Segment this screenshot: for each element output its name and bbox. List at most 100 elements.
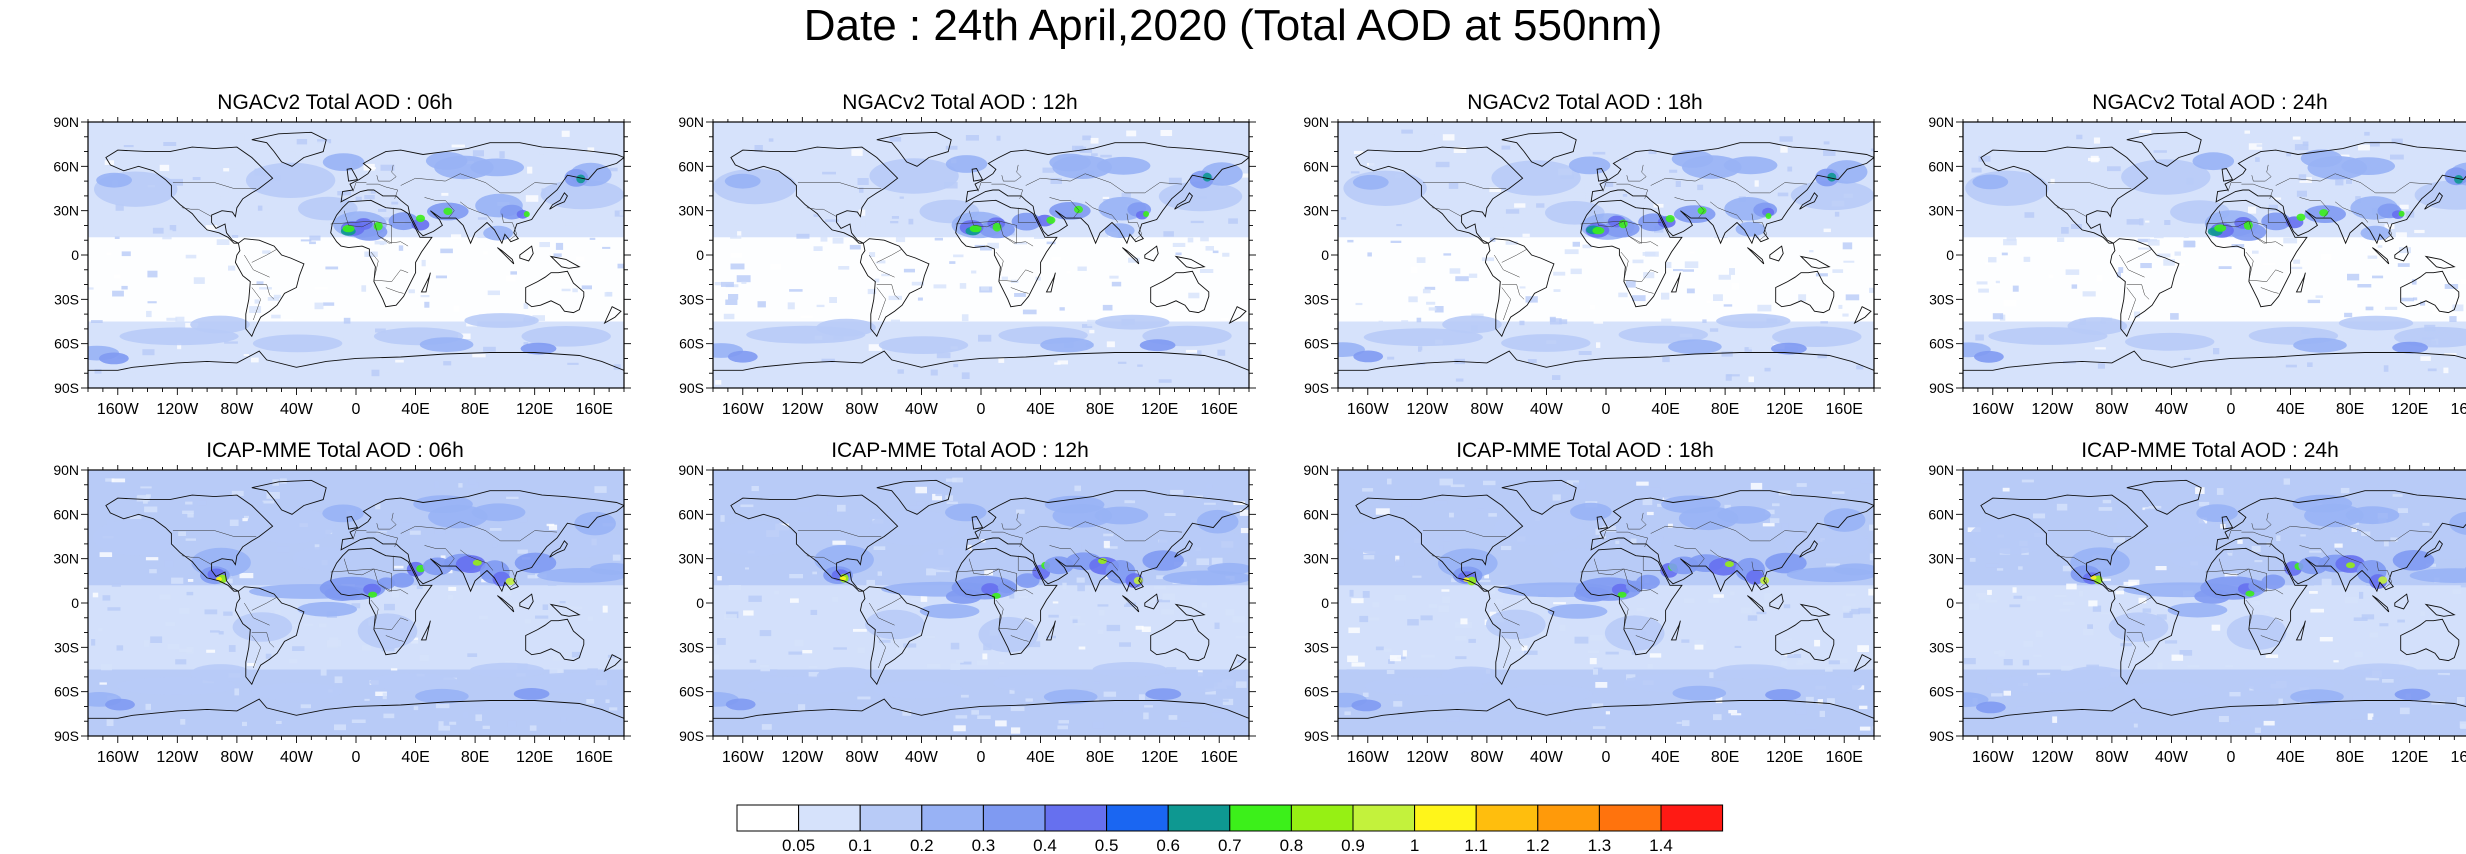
aod-plume [540, 179, 624, 210]
aod-plume [1592, 226, 1605, 235]
aod-plume [513, 688, 550, 700]
aod-plume [116, 677, 236, 695]
aod-plume [2392, 341, 2428, 354]
aod-plume [2169, 545, 2229, 570]
country-border [352, 182, 367, 192]
coastline-antarctica [1963, 350, 2466, 380]
country-border [1650, 173, 1808, 194]
country-border [2126, 635, 2136, 669]
aod-plume [1438, 548, 1498, 579]
coastline [340, 490, 624, 593]
country-border [376, 164, 397, 182]
coastline [2295, 620, 2306, 641]
lat-tick-label: 30S [1929, 291, 1954, 307]
coastline [251, 131, 327, 167]
coastline [1174, 540, 1193, 558]
aod-plume [322, 504, 364, 523]
aod-plume [1044, 495, 1105, 514]
coastline [859, 238, 930, 338]
colorbar-swatch [1660, 804, 1724, 832]
lon-tick-label: 40E [1026, 401, 1054, 418]
country-border [1049, 197, 1080, 219]
country-border [1616, 183, 1649, 199]
lat-tick-label: 90S [679, 380, 704, 396]
country-border [2047, 530, 2132, 537]
country-border [1620, 251, 1659, 282]
lon-tick-label: 40W [2155, 749, 2189, 766]
country-border [1085, 549, 1119, 571]
country-border [251, 635, 261, 669]
aod-plume [1145, 688, 1182, 700]
country-border [370, 251, 409, 282]
country-border [2218, 558, 2250, 576]
coastline [2424, 192, 2443, 210]
aod-plume [1604, 615, 1665, 651]
aod-plume [2214, 224, 2227, 232]
aod-plume [1139, 339, 1176, 352]
country-border [1580, 568, 1642, 592]
aod-plume [521, 326, 611, 347]
lat-tick-label: 90S [1929, 380, 1954, 396]
coastline [2109, 238, 2180, 338]
lon-tick-label: 120E [1766, 401, 1803, 418]
coastline [234, 586, 305, 686]
coastline [2400, 270, 2460, 314]
country-border [968, 210, 1000, 228]
country-border [977, 530, 992, 540]
country-border [2376, 561, 2393, 589]
lat-tick-label: 60S [1929, 336, 1954, 352]
aod-map: 90N 60N 30N 0 30S 60S 90S 160W 120W 80W 40W 0 40E 80E… [1928, 114, 2466, 418]
aod-plume [1771, 342, 1807, 355]
aod-plume [2392, 550, 2435, 571]
country-border [366, 531, 399, 547]
aod-plume [469, 662, 545, 678]
lon-tick-label: 0 [352, 749, 361, 766]
colorbar-label: 0.05 [782, 836, 815, 854]
aod-plume [919, 603, 980, 619]
coastline [1799, 192, 1818, 210]
country-border [1501, 635, 1511, 669]
country-border [2205, 220, 2267, 244]
lat-tick-label: 0 [71, 247, 79, 263]
coastline [955, 199, 1058, 308]
coastline [2372, 595, 2390, 613]
coastline [1580, 199, 1683, 308]
panel-title: ICAP-MME Total AOD : 18h [1456, 439, 1714, 462]
lat-tick-label: 30N [53, 551, 79, 567]
lat-tick-label: 90S [679, 728, 704, 744]
aod-map: 90N 60N 30N 0 30S 60S 90S 160W 120W 80W 40W 0 40E 80E… [53, 114, 631, 418]
aod-plume [2123, 681, 2213, 700]
country-border [2251, 164, 2272, 182]
colorbar-label: 1.2 [1526, 836, 1550, 854]
lon-tick-label: 40W [280, 401, 314, 418]
aod-plume [99, 352, 129, 365]
coastline [1144, 245, 1159, 262]
coastline [1775, 270, 1835, 314]
aod-plume [2454, 175, 2464, 184]
lon-tick-label: 80W [845, 749, 879, 766]
lat-tick-label: 0 [696, 595, 704, 611]
lat-tick-label: 30N [1928, 203, 1954, 219]
aod-plume [1570, 502, 1612, 521]
aod-plume [1716, 313, 1791, 329]
map-panel-ngacv2-24h: NGACv2 Total AOD : 24h 90N 60N 30N 0 30S 60S 9… [1915, 90, 2466, 435]
lon-tick-label: 40E [401, 749, 429, 766]
country-border [251, 287, 261, 321]
lon-tick-label: 0 [977, 401, 986, 418]
lat-tick-label: 90N [1303, 114, 1329, 130]
aod-plume [1547, 604, 1608, 619]
aod-plume [1353, 350, 1384, 363]
coastline-antarctica [1338, 350, 1874, 380]
lat-tick-label: 60S [679, 684, 704, 700]
aod-plume [2338, 315, 2414, 331]
colorbar-label: 0.7 [1218, 836, 1242, 854]
coastline-antarctica [1963, 698, 2466, 728]
lon-tick-label: 160E [2451, 401, 2466, 418]
lon-tick-label: 40E [1026, 749, 1054, 766]
aod-map: 90N 60N 30N 0 30S 60S 90S 160W 120W 80W 40W 0 40E 80E… [678, 114, 1256, 418]
coastline [1799, 540, 1818, 558]
lat-tick-label: 60S [1304, 684, 1329, 700]
coastline [105, 146, 274, 244]
lat-tick-label: 90N [1928, 114, 1954, 130]
country-border [424, 197, 455, 219]
